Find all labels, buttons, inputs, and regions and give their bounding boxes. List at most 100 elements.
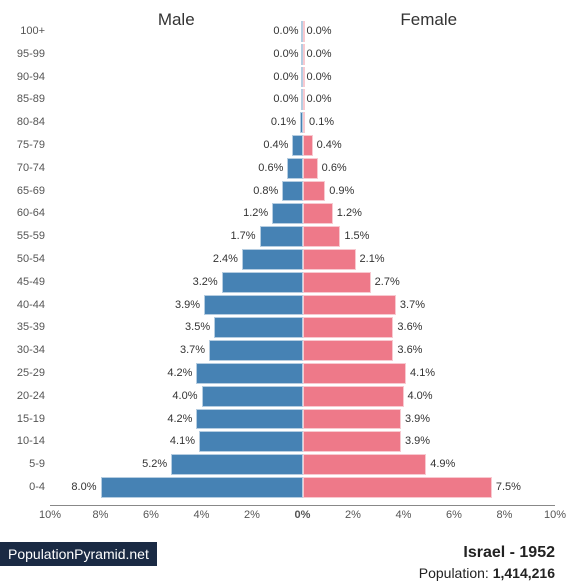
- male-pct: 5.2%: [142, 453, 167, 476]
- female-pct: 0.0%: [307, 43, 332, 66]
- male-pct: 4.2%: [167, 408, 192, 431]
- female-pct: 0.0%: [307, 66, 332, 89]
- female-pct: 3.6%: [397, 316, 422, 339]
- male-bar: [260, 226, 303, 247]
- male-pct: 3.7%: [180, 339, 205, 362]
- age-label: 90-94: [0, 66, 45, 89]
- female-bar: [303, 181, 326, 202]
- age-row: 20-244.0%4.0%: [50, 385, 555, 408]
- male-pct: 0.6%: [258, 157, 283, 180]
- age-row: 90-940.0%0.0%: [50, 66, 555, 89]
- country-info: Israel - 1952 Population: 1,414,216: [419, 542, 555, 582]
- age-label: 70-74: [0, 157, 45, 180]
- age-label: 100+: [0, 20, 45, 43]
- x-tick: 6%: [446, 509, 462, 521]
- male-bar: [204, 295, 302, 316]
- x-tick: 10%: [544, 509, 566, 521]
- female-bar: [303, 67, 305, 88]
- age-label: 50-54: [0, 248, 45, 271]
- male-pct: 3.9%: [175, 294, 200, 317]
- age-label: 65-69: [0, 180, 45, 203]
- female-bar: [303, 89, 305, 110]
- male-pct: 2.4%: [213, 248, 238, 271]
- female-bar: [303, 203, 333, 224]
- female-bar: [303, 158, 318, 179]
- male-pct: 4.1%: [170, 430, 195, 453]
- female-bar: [303, 386, 404, 407]
- age-row: 65-690.8%0.9%: [50, 180, 555, 203]
- age-label: 35-39: [0, 316, 45, 339]
- female-bar: [303, 44, 305, 65]
- age-row: 60-641.2%1.2%: [50, 202, 555, 225]
- female-bar: [303, 409, 401, 430]
- female-pct: 0.4%: [317, 134, 342, 157]
- age-row: 15-194.2%3.9%: [50, 408, 555, 431]
- age-row: 30-343.7%3.6%: [50, 339, 555, 362]
- female-pct: 3.9%: [405, 408, 430, 431]
- age-row: 25-294.2%4.1%: [50, 362, 555, 385]
- male-bar: [101, 477, 303, 498]
- x-tick: 4%: [396, 509, 412, 521]
- female-pct: 4.1%: [410, 362, 435, 385]
- age-row: 10-144.1%3.9%: [50, 430, 555, 453]
- x-tick: 8%: [93, 509, 109, 521]
- bars-area: 100+0.0%0.0%95-990.0%0.0%90-940.0%0.0%85…: [50, 20, 555, 500]
- male-pct: 0.8%: [253, 180, 278, 203]
- female-bar: [303, 272, 371, 293]
- age-row: 85-890.0%0.0%: [50, 88, 555, 111]
- female-bar: [303, 363, 407, 384]
- x-axis: 10%8%6%4%2%0%2%4%6%8%10%: [50, 505, 555, 525]
- x-tick: 2%: [345, 509, 361, 521]
- age-label: 40-44: [0, 294, 45, 317]
- age-row: 80-840.1%0.1%: [50, 111, 555, 134]
- female-bar: [303, 454, 427, 475]
- female-pct: 2.1%: [360, 248, 385, 271]
- female-pct: 0.0%: [307, 20, 332, 43]
- female-bar: [303, 112, 306, 133]
- age-row: 75-790.4%0.4%: [50, 134, 555, 157]
- male-pct: 0.0%: [273, 88, 298, 111]
- male-pct: 0.0%: [273, 20, 298, 43]
- age-label: 85-89: [0, 88, 45, 111]
- age-row: 5-95.2%4.9%: [50, 453, 555, 476]
- male-pct: 3.2%: [193, 271, 218, 294]
- male-pct: 1.2%: [243, 202, 268, 225]
- female-bar: [303, 295, 396, 316]
- age-label: 30-34: [0, 339, 45, 362]
- female-bar: [303, 431, 401, 452]
- female-pct: 1.2%: [337, 202, 362, 225]
- population-label: Population:: [419, 565, 489, 581]
- male-bar: [214, 317, 302, 338]
- x-tick: 8%: [497, 509, 513, 521]
- male-bar: [282, 181, 302, 202]
- x-tick: 4%: [194, 509, 210, 521]
- population-line: Population: 1,414,216: [419, 564, 555, 583]
- age-label: 10-14: [0, 430, 45, 453]
- x-tick: 0%: [295, 509, 311, 521]
- male-bar: [272, 203, 302, 224]
- male-pct: 0.0%: [273, 66, 298, 89]
- female-pct: 4.9%: [430, 453, 455, 476]
- female-bar: [303, 317, 394, 338]
- age-label: 25-29: [0, 362, 45, 385]
- male-pct: 0.4%: [263, 134, 288, 157]
- age-label: 95-99: [0, 43, 45, 66]
- country-year: Israel - 1952: [419, 542, 555, 564]
- source-badge: PopulationPyramid.net: [0, 542, 157, 566]
- male-bar: [202, 386, 303, 407]
- male-pct: 4.0%: [172, 385, 197, 408]
- male-pct: 1.7%: [231, 225, 256, 248]
- age-row: 45-493.2%2.7%: [50, 271, 555, 294]
- age-row: 95-990.0%0.0%: [50, 43, 555, 66]
- male-pct: 8.0%: [71, 476, 96, 499]
- female-bar: [303, 226, 341, 247]
- female-pct: 0.6%: [322, 157, 347, 180]
- male-pct: 4.2%: [167, 362, 192, 385]
- age-row: 55-591.7%1.5%: [50, 225, 555, 248]
- female-pct: 1.5%: [344, 225, 369, 248]
- age-label: 15-19: [0, 408, 45, 431]
- male-bar: [196, 409, 302, 430]
- x-tick: 10%: [39, 509, 61, 521]
- male-bar: [199, 431, 303, 452]
- female-bar: [303, 135, 313, 156]
